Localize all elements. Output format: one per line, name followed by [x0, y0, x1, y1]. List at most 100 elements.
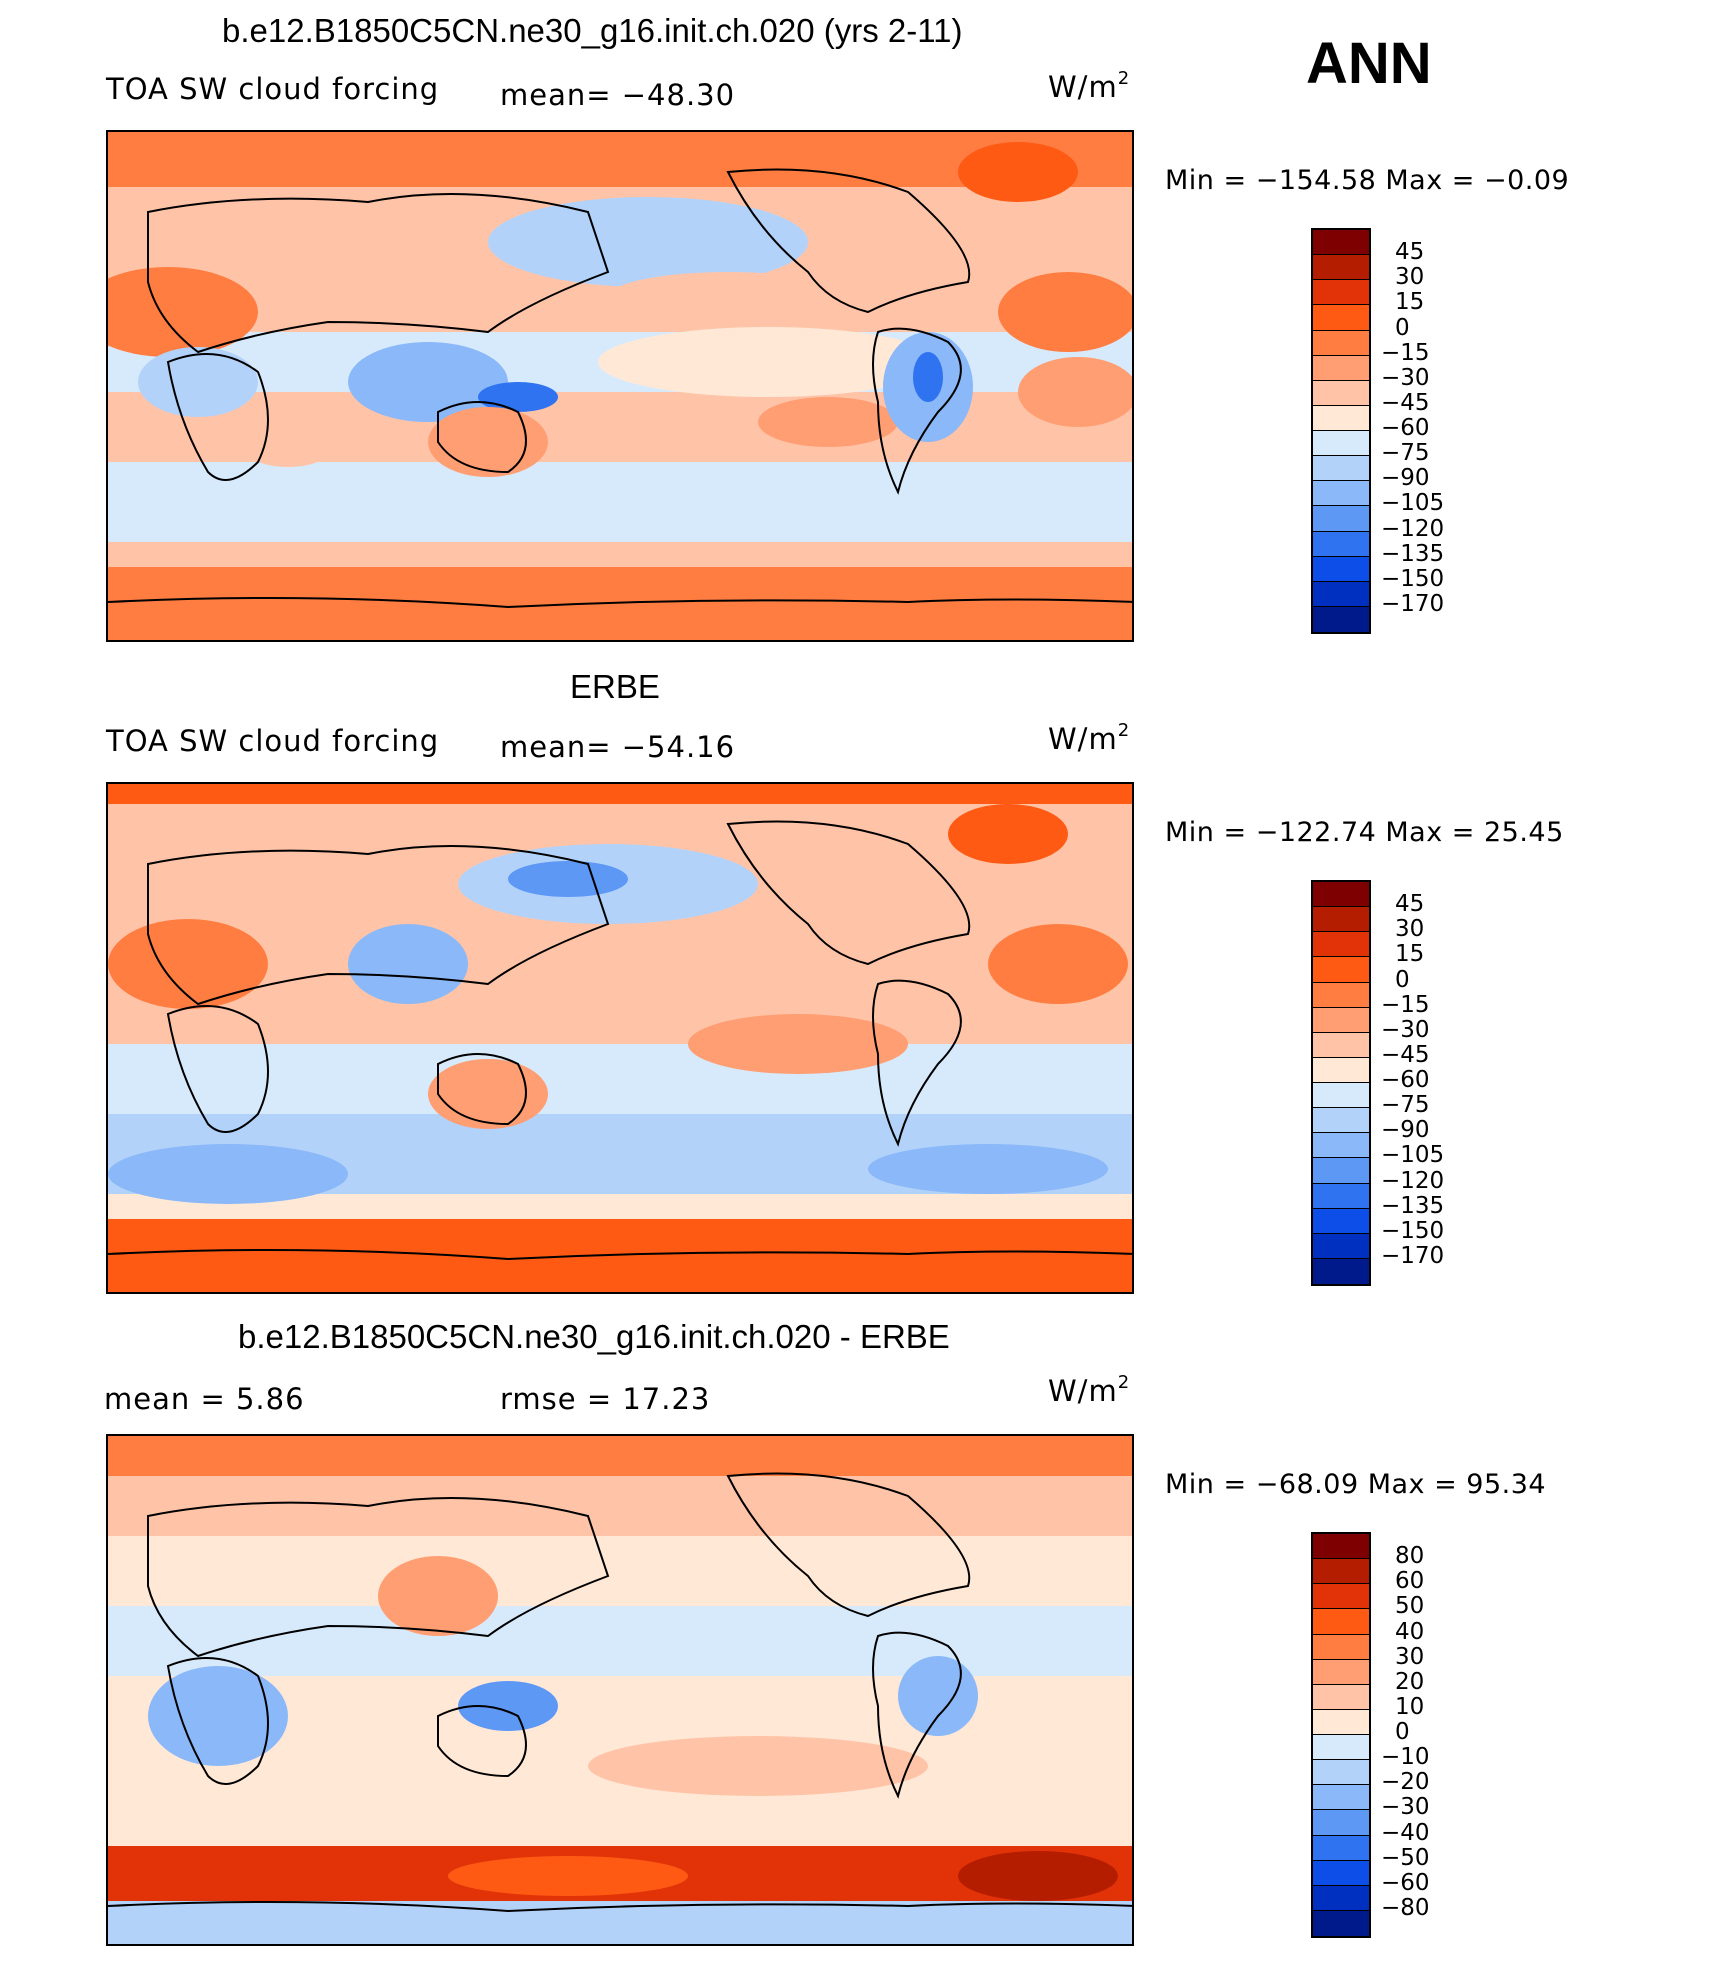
colorbar-swatch	[1313, 1083, 1369, 1109]
colorbar-swatch	[1313, 932, 1369, 958]
colorbar-swatch	[1313, 230, 1369, 256]
panel-2-variable: TOA SW cloud forcing	[106, 724, 440, 758]
units-text: W/m	[1048, 722, 1118, 756]
colorbar-tick-label: −120	[1381, 515, 1445, 542]
colorbar-swatch	[1313, 581, 1369, 607]
colorbar-tick-label: −60	[1381, 1869, 1430, 1896]
colorbar-tick-label: −15	[1381, 339, 1430, 366]
units-exponent: 2	[1117, 720, 1131, 741]
colorbar-tick-label: 20	[1395, 1668, 1425, 1695]
colorbar-tick-label: −150	[1381, 565, 1445, 592]
colorbar-swatch	[1313, 1709, 1369, 1735]
colorbar-tick-label: −75	[1381, 440, 1430, 467]
colorbar-swatch	[1313, 1810, 1369, 1836]
colorbar-swatch	[1313, 1609, 1369, 1635]
colorbar-tick-label: 0	[1395, 966, 1410, 993]
colorbar-tick-label: −30	[1381, 364, 1430, 391]
colorbar-tick-label: 40	[1395, 1618, 1425, 1645]
colorbar-tick-label: 10	[1395, 1693, 1425, 1720]
colorbar-swatch	[1313, 1584, 1369, 1610]
colorbar-swatch	[1313, 1233, 1369, 1259]
colorbar-swatch	[1313, 1208, 1369, 1234]
panel-3-rmse: rmse = 17.23	[500, 1382, 711, 1416]
colorbar-swatch	[1313, 1108, 1369, 1134]
colorbar-tick-label: 80	[1395, 1543, 1425, 1570]
colorbar-swatch	[1313, 380, 1369, 406]
colorbar-swatch	[1313, 1534, 1369, 1560]
colorbar-tick-label: −30	[1381, 1016, 1430, 1043]
units-exponent: 2	[1117, 68, 1131, 89]
colorbar-tick-label: −170	[1381, 590, 1445, 617]
colorbar-tick-label: −75	[1381, 1092, 1430, 1119]
units-text: W/m	[1048, 1374, 1118, 1408]
colorbar-swatch	[1313, 1634, 1369, 1660]
colorbar-swatch	[1313, 330, 1369, 356]
colorbar-tick-label: −170	[1381, 1242, 1445, 1269]
colorbar-tick-label: 30	[1395, 916, 1425, 943]
colorbar-swatch	[1313, 1032, 1369, 1058]
units-exponent: 2	[1117, 1372, 1131, 1393]
colorbar-swatch	[1313, 1133, 1369, 1159]
colorbar-tick-label: 30	[1395, 264, 1425, 291]
colorbar-tick-label: −105	[1381, 490, 1445, 517]
units-text: W/m	[1048, 70, 1118, 104]
colorbar-swatch	[1313, 531, 1369, 557]
colorbar-swatch	[1313, 405, 1369, 431]
colorbar-swatch	[1313, 1183, 1369, 1209]
colorbar-swatch	[1313, 305, 1369, 331]
panel-1-map	[106, 130, 1134, 642]
colorbar-swatch	[1313, 1760, 1369, 1786]
colorbar-tick-label: −90	[1381, 1117, 1430, 1144]
panel-1-title: b.e12.B1850C5CN.ne30_g16.init.ch.020 (yr…	[222, 12, 963, 49]
colorbar-tick-label: 0	[1395, 314, 1410, 341]
colorbar-tick-label: −135	[1381, 540, 1445, 567]
panel-1-minmax: Min = −154.58 Max = −0.09	[1165, 165, 1570, 196]
colorbar-swatch	[1313, 606, 1369, 632]
colorbar-tick-label: −45	[1381, 1041, 1430, 1068]
colorbar-swatch	[1313, 1158, 1369, 1184]
season-label: ANN	[1306, 31, 1432, 96]
colorbar-tick-label: −60	[1381, 415, 1430, 441]
panel-1-variable: TOA SW cloud forcing	[106, 72, 440, 106]
colorbar-tick-label: −120	[1381, 1167, 1445, 1194]
panel-3-map-field	[108, 1436, 1132, 1944]
colorbar-swatch	[1313, 1057, 1369, 1083]
colorbar-swatch	[1313, 1860, 1369, 1886]
panel-2-units: W/m2	[1048, 720, 1131, 756]
panel-3-mean: mean = 5.86	[104, 1382, 305, 1416]
colorbar-swatch	[1313, 556, 1369, 582]
colorbar-swatch	[1313, 1684, 1369, 1710]
panel-3-minmax: Min = −68.09 Max = 95.34	[1165, 1469, 1547, 1500]
panel-3-units: W/m2	[1048, 1372, 1131, 1408]
panel-1-mean: mean= −48.30	[500, 78, 736, 112]
colorbar-swatch	[1313, 431, 1369, 457]
colorbar-swatch	[1313, 255, 1369, 281]
colorbar-tick-label: −30	[1381, 1794, 1430, 1821]
colorbar-swatch	[1313, 355, 1369, 381]
colorbar-swatch	[1313, 1659, 1369, 1685]
colorbar-swatch	[1313, 506, 1369, 532]
colorbar-tick-label: −20	[1381, 1769, 1430, 1796]
panel-1-map-field	[108, 132, 1132, 640]
colorbar-swatch	[1313, 1885, 1369, 1911]
colorbar-tick-label: 30	[1395, 1643, 1425, 1670]
colorbar-tick-label: −135	[1381, 1192, 1445, 1219]
panel-2-title: ERBE	[570, 668, 660, 705]
colorbar-tick-label: −45	[1381, 389, 1430, 416]
colorbar-tick-label: 45	[1395, 891, 1425, 918]
colorbar-swatch	[1313, 1785, 1369, 1811]
panel-3-colorbar	[1311, 1532, 1371, 1938]
panel-2-mean: mean= −54.16	[500, 730, 736, 764]
panel-2-colorbar	[1311, 880, 1371, 1286]
colorbar-swatch	[1313, 1735, 1369, 1761]
colorbar-swatch	[1313, 907, 1369, 933]
colorbar-tick-label: −10	[1381, 1744, 1430, 1771]
colorbar-tick-label: −150	[1381, 1217, 1445, 1244]
colorbar-swatch	[1313, 982, 1369, 1008]
colorbar-swatch	[1313, 280, 1369, 306]
colorbar-tick-label: −60	[1381, 1067, 1430, 1093]
panel-3-map	[106, 1434, 1134, 1946]
colorbar-tick-label: −50	[1381, 1844, 1430, 1871]
colorbar-swatch	[1313, 1007, 1369, 1033]
colorbar-tick-label: −90	[1381, 465, 1430, 492]
